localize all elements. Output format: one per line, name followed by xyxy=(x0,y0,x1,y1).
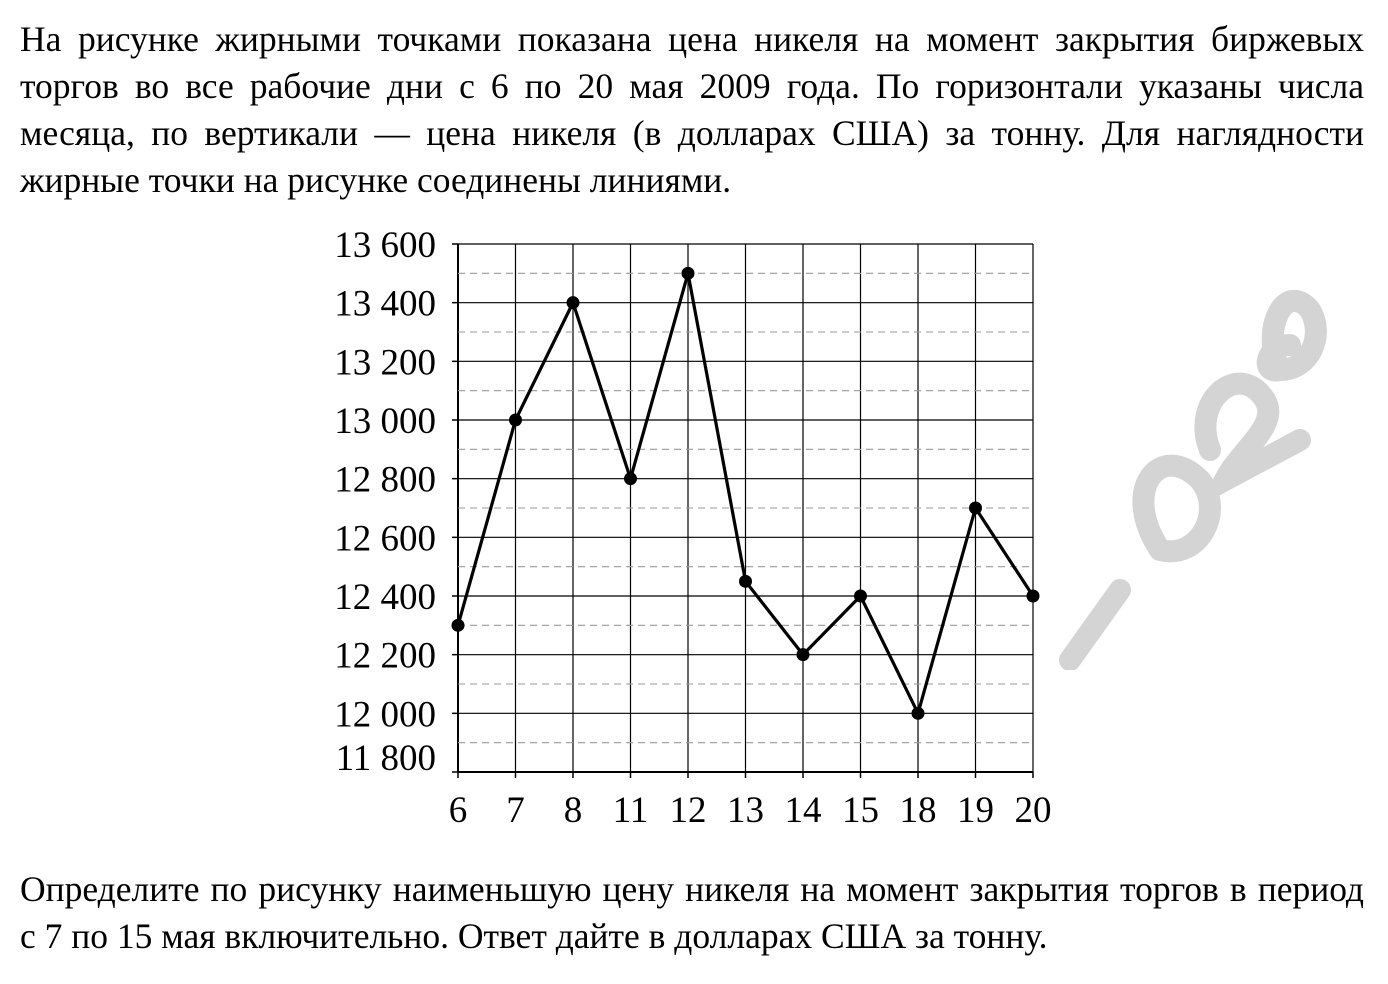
x-tick-label: 8 xyxy=(564,790,583,831)
watermark-stroke xyxy=(1059,579,1131,670)
x-tick-label: 6 xyxy=(449,790,468,831)
data-point xyxy=(739,574,752,588)
watermark-stroke xyxy=(1256,290,1327,382)
x-tick-label: 13 xyxy=(727,790,764,831)
data-point xyxy=(854,589,867,603)
data-point xyxy=(451,618,465,632)
data-point xyxy=(681,266,695,280)
x-tick-label: 20 xyxy=(1015,790,1052,831)
y-tick-label: 12 200 xyxy=(334,636,436,677)
data-point xyxy=(566,296,580,310)
data-point xyxy=(1026,589,1040,603)
y-tick-label: 12 800 xyxy=(334,460,436,501)
y-tick-label: 13 000 xyxy=(334,401,436,442)
data-point xyxy=(796,648,810,662)
y-tick-label: 11 800 xyxy=(336,738,436,779)
y-tick-label: 12 600 xyxy=(334,518,436,559)
y-tick-label: 13 200 xyxy=(334,342,436,383)
problem-question: Определите по рисунку наименьшую цену ни… xyxy=(20,869,1364,956)
axis-layer xyxy=(452,243,1034,778)
x-tick-label: 19 xyxy=(957,790,994,831)
watermark-stroke xyxy=(1194,372,1311,506)
y-tick-label: 12 000 xyxy=(334,694,436,735)
x-tick-label: 11 xyxy=(613,790,649,831)
y-tick-label: 13 400 xyxy=(334,284,436,325)
y-tick-label: 12 400 xyxy=(334,577,436,618)
x-tick-label: 14 xyxy=(785,790,822,831)
x-tick-label: 12 xyxy=(670,790,707,831)
x-tick-label: 15 xyxy=(842,790,879,831)
series-layer xyxy=(451,266,1040,720)
watermark-stroke xyxy=(1132,454,1221,563)
data-point xyxy=(509,413,522,427)
data-point xyxy=(624,472,637,486)
data-point xyxy=(969,501,982,515)
x-tick-label: 7 xyxy=(506,790,525,831)
data-point xyxy=(911,706,925,720)
y-tick-label: 13 600 xyxy=(334,225,436,266)
x-tick-label: 18 xyxy=(900,790,937,831)
grid-layer xyxy=(457,243,1034,773)
problem-intro: На рисунке жирными точками показана цена… xyxy=(20,19,1364,200)
